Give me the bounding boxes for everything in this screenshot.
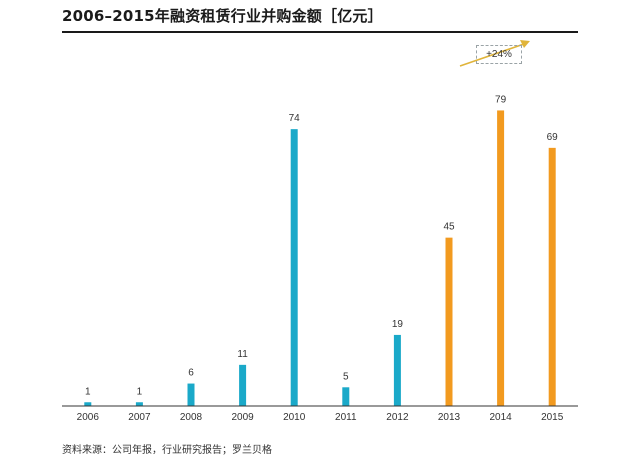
value-label-2009: 11 bbox=[237, 349, 248, 360]
x-tick-label-2009: 2009 bbox=[231, 412, 254, 423]
source-note: 资料来源：公司年报，行业研究报告；罗兰贝格 bbox=[62, 445, 272, 456]
bar-2014 bbox=[497, 110, 505, 407]
x-tick-label-2008: 2008 bbox=[180, 412, 203, 423]
x-tick-label-2006: 2006 bbox=[77, 412, 100, 423]
x-tick-label-group: 2006 2007 2008 2009 2010 2011 2012 2013 2014 2015 bbox=[77, 412, 564, 423]
title-divider bbox=[62, 31, 578, 33]
x-tick-label-2010: 2010 bbox=[283, 412, 306, 423]
value-label-2011: 5 bbox=[343, 371, 349, 382]
bar-group bbox=[84, 110, 556, 407]
growth-callout: +24% bbox=[476, 45, 522, 64]
bar-2012 bbox=[393, 334, 401, 406]
x-tick-label-2015: 2015 bbox=[541, 412, 564, 423]
value-label-2013: 45 bbox=[443, 222, 455, 233]
x-tick-label-2007: 2007 bbox=[128, 412, 151, 423]
x-tick-label-2014: 2014 bbox=[489, 412, 512, 423]
bar-2007 bbox=[135, 402, 143, 406]
value-label-2014: 79 bbox=[495, 94, 507, 105]
value-label-2007: 1 bbox=[137, 386, 143, 397]
growth-arrow-line bbox=[459, 43, 525, 67]
bar-2010 bbox=[290, 129, 298, 406]
growth-arrow bbox=[459, 40, 530, 67]
x-tick-label-2011: 2011 bbox=[335, 412, 357, 423]
x-tick-label-2012: 2012 bbox=[386, 412, 409, 423]
value-label-2008: 6 bbox=[188, 368, 194, 379]
bar-2008 bbox=[187, 383, 195, 406]
value-label-2006: 1 bbox=[85, 386, 91, 397]
value-label-2015: 69 bbox=[547, 132, 559, 143]
x-tick-label-2013: 2013 bbox=[438, 412, 461, 423]
bar-2011 bbox=[342, 387, 350, 406]
chart-title: 2006–2015年融资租赁行业并购金额［亿元］ bbox=[62, 7, 383, 25]
value-label-2012: 19 bbox=[392, 319, 404, 330]
growth-arrow-head bbox=[520, 40, 530, 48]
value-label-2010: 74 bbox=[289, 113, 301, 124]
bar-2006 bbox=[84, 402, 92, 406]
bar-2013 bbox=[445, 237, 453, 406]
bar-2015 bbox=[548, 147, 556, 406]
bar-2009 bbox=[239, 364, 247, 406]
